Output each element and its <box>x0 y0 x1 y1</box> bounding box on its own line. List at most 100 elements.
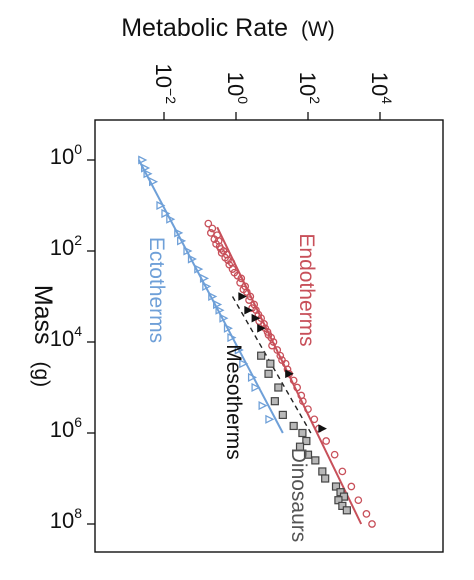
point-dinosaurs <box>270 397 279 406</box>
y-axis-title-text: Metabolic Rate <box>121 14 288 42</box>
point-endotherms <box>246 292 255 301</box>
point-dinosaurs <box>338 501 347 510</box>
point-dinosaurs <box>257 351 266 360</box>
point-dinosaurs <box>264 369 273 378</box>
point-endotherms <box>248 304 256 312</box>
point-ectotherms <box>208 291 218 302</box>
y-tick-label: 10−2 <box>151 64 179 105</box>
point-ectotherms <box>194 264 204 274</box>
point-endotherms <box>330 450 339 459</box>
point-endotherms <box>208 224 217 233</box>
x-tick-label: 102 <box>50 232 82 260</box>
point-dinosaurs <box>342 506 351 515</box>
point-endotherms <box>268 341 276 350</box>
point-ectotherms <box>177 236 187 246</box>
point-endotherms <box>237 274 246 283</box>
point-ectotherms <box>258 401 268 411</box>
y-tick-label: 100 <box>223 72 251 104</box>
point-mesotherms <box>238 292 247 301</box>
data-points <box>138 155 376 528</box>
point-ectotherms <box>202 281 212 291</box>
point-ectotherms <box>183 246 193 256</box>
axis-ticks: 100 102 104 106 108 10−2 100 102 104 <box>50 64 395 533</box>
point-ectotherms <box>156 200 166 211</box>
point-ectotherms <box>219 313 229 323</box>
point-endotherms <box>354 496 363 505</box>
point-endotherms <box>293 383 302 392</box>
y-tick-label: 104 <box>367 72 395 104</box>
point-endotherms <box>267 333 276 342</box>
label-ectotherms: Ectotherms <box>145 237 168 343</box>
point-endotherms <box>368 520 376 528</box>
point-mesotherms <box>244 305 253 315</box>
point-mesotherms <box>285 369 294 379</box>
y-axis-title-unit: (W) <box>301 18 335 41</box>
point-ectotherms <box>265 414 275 424</box>
point-endotherms <box>245 296 253 304</box>
point-ectotherms <box>251 382 261 393</box>
x-axis-title-text: Mass <box>29 285 57 345</box>
point-endotherms <box>204 219 213 228</box>
point-endotherms <box>338 467 347 476</box>
point-dinosaurs <box>331 482 341 491</box>
point-endotherms <box>299 397 307 406</box>
point-ectotherms <box>234 345 244 355</box>
point-endotherms <box>260 320 268 328</box>
point-ectotherms <box>213 299 223 310</box>
point-ectotherms <box>161 208 171 219</box>
point-mesotherms <box>257 323 266 333</box>
x-tick-label: 108 <box>50 505 82 533</box>
point-endotherms <box>228 265 237 273</box>
y-axis-title: Metabolic Rate (W) <box>121 14 335 42</box>
point-endotherms <box>276 351 285 360</box>
point-ectotherms <box>138 155 148 165</box>
point-endotherms <box>289 376 298 385</box>
point-ectotherms <box>149 177 159 187</box>
point-ectotherms <box>174 228 184 238</box>
point-endotherms <box>236 278 244 287</box>
point-dinosaurs <box>321 474 330 483</box>
point-ectotherms <box>141 163 151 173</box>
point-mesotherms <box>251 313 261 323</box>
x-axis-title: Mass (g) <box>29 285 57 387</box>
point-endotherms <box>206 229 215 237</box>
point-dinosaurs <box>289 421 298 431</box>
x-tick-label: 104 <box>50 323 82 351</box>
point-ectotherms <box>215 305 225 315</box>
point-ectotherms <box>166 214 176 224</box>
point-endotherms <box>322 437 331 445</box>
point-dinosaurs <box>318 467 327 476</box>
point-dinosaurs <box>278 410 287 419</box>
point-endotherms <box>273 346 282 354</box>
point-endotherms <box>269 338 278 346</box>
point-dinosaurs <box>266 359 275 368</box>
label-endotherms: Endotherms <box>295 233 318 346</box>
point-dinosaurs <box>298 428 307 438</box>
point-endotherms <box>347 482 356 491</box>
point-ectotherms <box>187 254 197 264</box>
point-dinosaurs <box>302 436 311 446</box>
point-ectotherms <box>227 333 237 343</box>
point-dinosaurs <box>295 442 305 451</box>
point-ectotherms <box>143 169 153 179</box>
point-dinosaurs <box>274 383 283 392</box>
point-endotherms <box>362 510 371 518</box>
point-ectotherms <box>247 372 258 382</box>
y-tick-label: 102 <box>295 72 323 104</box>
plot-frame <box>94 119 444 553</box>
label-dinosaurs: Dinosaurs <box>287 448 310 543</box>
point-ectotherms <box>239 359 249 369</box>
point-dinosaurs <box>303 450 313 459</box>
point-ectotherms <box>223 323 233 333</box>
point-endotherms <box>304 405 312 414</box>
point-dinosaurs <box>311 456 320 465</box>
point-endotherms <box>310 415 319 424</box>
x-tick-label: 100 <box>50 141 82 169</box>
x-axis-title-unit: (g) <box>30 362 53 388</box>
point-ectotherms <box>199 273 210 283</box>
fit-lines <box>137 159 363 525</box>
point-endotherms <box>210 235 219 244</box>
label-mesotherms: Mesotherms <box>222 344 245 460</box>
x-tick-label: 106 <box>50 414 82 442</box>
